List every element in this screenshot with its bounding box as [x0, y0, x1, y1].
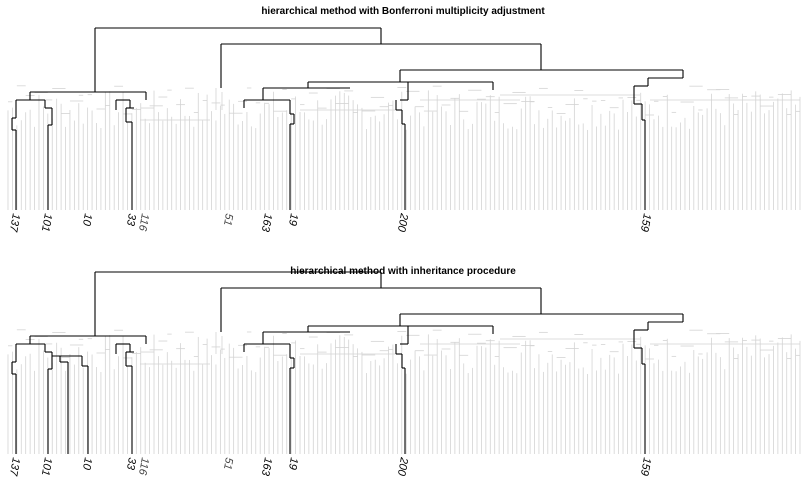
panel-title: hierarchical method with Bonferroni mult…	[261, 6, 545, 17]
leaf-label: 51	[221, 456, 235, 470]
leaf-label: 137	[7, 212, 22, 233]
panel-title: hierarchical method with inheritance pro…	[290, 266, 516, 277]
leaf-label: 159	[638, 456, 653, 476]
leaf-label: 51	[221, 212, 235, 226]
dendrogram-panel-bonferroni: hierarchical method with Bonferroni mult…	[7, 6, 801, 234]
leaf-label: 200	[395, 211, 410, 233]
leaf-label: 163	[259, 456, 274, 477]
leaf-label: 19	[286, 212, 300, 226]
leaf-label: 33	[124, 212, 138, 227]
leaf-label: 101	[39, 212, 54, 232]
leaf-label: 159	[638, 212, 653, 232]
leaf-label: 163	[259, 212, 274, 233]
leaf-label: 137	[7, 456, 22, 477]
leaf-label: 19	[286, 456, 300, 470]
leaf-label: 116	[136, 212, 151, 232]
leaf-label: 10	[80, 456, 94, 471]
leaf-label: 200	[395, 455, 410, 477]
dendrogram-panel-inheritance: hierarchical method with inheritance pro…	[0, 244, 806, 488]
leaf-label: 101	[39, 456, 54, 476]
leaf-label: 33	[124, 456, 138, 471]
leaf-label: 10	[80, 212, 94, 227]
leaf-label: 116	[136, 456, 151, 476]
